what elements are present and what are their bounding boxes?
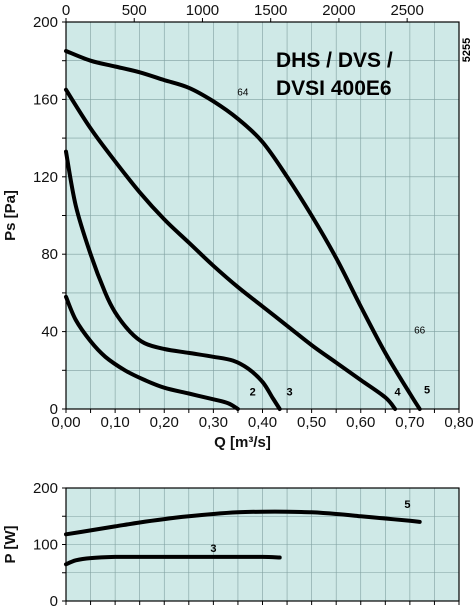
series-label-4: 4	[395, 386, 402, 398]
x-axis-label: Q [m³/s]	[214, 434, 271, 451]
x2-tick-label: 2500	[390, 2, 423, 19]
y-tick-label: 0	[50, 401, 58, 418]
x-tick-label: 0,50	[297, 414, 326, 431]
series-line-4	[64, 87, 398, 411]
y-tick-label: 200	[33, 14, 58, 31]
series-label-3: 3	[286, 386, 292, 398]
x2-tick-label: 0	[62, 2, 70, 19]
x-tick-label: 0,70	[395, 414, 424, 431]
x2-tick-label: 500	[122, 2, 147, 19]
y-tick-label: 160	[33, 91, 58, 108]
x2-tick-label: 1000	[186, 2, 219, 19]
x-tick-label: 0,40	[248, 414, 277, 431]
x-tick-label: 0,20	[150, 414, 179, 431]
annotation-label: 66	[414, 326, 426, 337]
series-line-5	[64, 509, 422, 537]
y-axis-label: Ps [Pa]	[2, 190, 19, 241]
annotation-label: 64	[237, 88, 249, 99]
power-chart: 0 100 200 P [W] 3 5	[2, 480, 460, 609]
chart-title-line: DHS / DVS /	[276, 49, 393, 72]
x-tick-label: 0,10	[101, 414, 130, 431]
figure-code: 5255	[461, 38, 473, 62]
series-line-3	[64, 554, 282, 567]
y-tick-label: 120	[33, 169, 58, 186]
chart-title-line: DVSI 400E6	[276, 77, 392, 100]
series-line-5	[64, 49, 422, 411]
y-axis-label: P [W]	[2, 525, 19, 563]
x-tick-label: 0,30	[199, 414, 228, 431]
x2-tick-label: 2000	[322, 2, 355, 19]
axis-ticks	[62, 21, 460, 413]
series-label-5: 5	[404, 499, 410, 511]
series-line-2	[64, 294, 240, 411]
x-tick-label: 0,60	[346, 414, 375, 431]
x2-tick-label: 1500	[254, 2, 287, 19]
series-label-5: 5	[424, 385, 430, 397]
y-tick-label: 40	[41, 324, 58, 341]
series-line-3	[64, 149, 282, 411]
y-tick-label: 80	[41, 246, 58, 263]
y-tick-label: 100	[33, 537, 58, 554]
x-tick-label: 0,80	[444, 414, 473, 431]
x-tick-label: 0,00	[51, 414, 80, 431]
y-tick-label: 0	[50, 593, 58, 609]
series-label-3: 3	[210, 543, 216, 555]
series-label-2: 2	[250, 386, 256, 398]
axis-ticks	[62, 487, 460, 605]
y-tick-label: 200	[33, 480, 58, 497]
